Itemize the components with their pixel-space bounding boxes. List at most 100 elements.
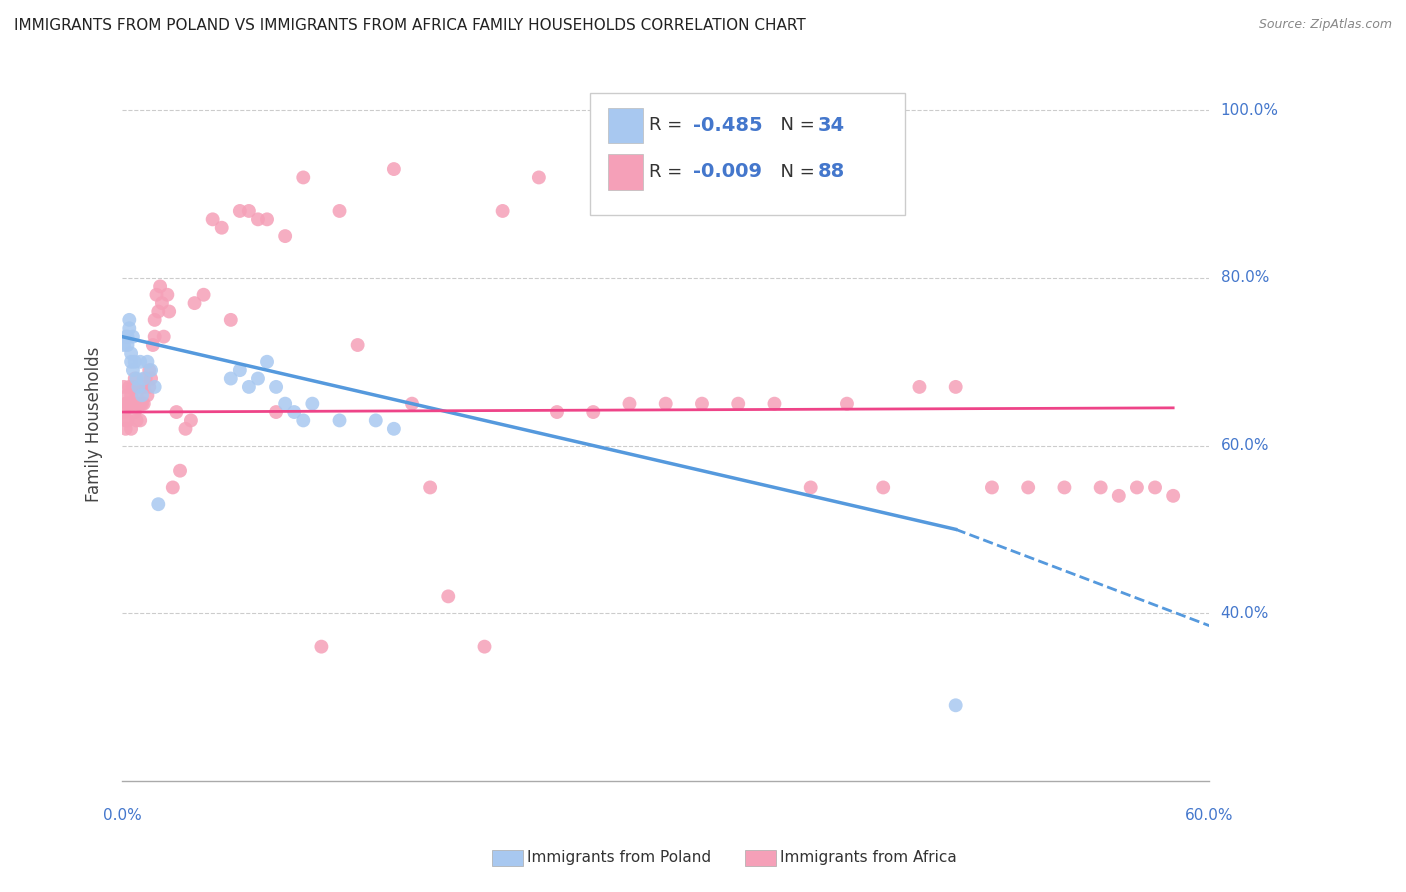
Point (139, 371, 162, 385)
Y-axis label: Family Households: Family Households (86, 347, 103, 502)
Point (346, 338, 368, 352)
Point (122, 380, 145, 394)
Point (117, 388, 139, 402)
Point (152, 329, 174, 343)
Point (117, 397, 139, 411)
Point (150, 296, 173, 310)
Text: 60.0%: 60.0% (1220, 438, 1270, 453)
Point (143, 380, 166, 394)
Point (156, 287, 179, 301)
Point (292, 170, 315, 185)
Text: -0.485: -0.485 (693, 116, 762, 135)
Point (117, 329, 139, 343)
Point (127, 380, 149, 394)
Point (311, 640, 333, 654)
Point (165, 405, 187, 419)
Text: N =: N = (769, 117, 821, 135)
Point (120, 346, 142, 360)
Point (112, 380, 135, 394)
Text: IMMIGRANTS FROM POLAND VS IMMIGRANTS FROM AFRICA FAMILY HOUSEHOLDS CORRELATION C: IMMIGRANTS FROM POLAND VS IMMIGRANTS FRO… (14, 18, 806, 33)
Point (654, 397, 676, 411)
Point (139, 363, 162, 377)
Text: 60.0%: 60.0% (1185, 808, 1233, 823)
Point (690, 397, 713, 411)
Text: Immigrants from Africa: Immigrants from Africa (780, 850, 957, 864)
Point (118, 397, 141, 411)
Point (283, 405, 305, 419)
Point (211, 220, 233, 235)
Point (132, 397, 155, 411)
Point (120, 422, 142, 436)
Point (122, 329, 145, 343)
Text: R =: R = (650, 162, 689, 181)
Point (148, 304, 170, 318)
Point (145, 287, 167, 301)
Point (174, 422, 197, 436)
Text: R =: R = (650, 117, 689, 135)
Point (120, 388, 142, 402)
Point (246, 371, 269, 385)
Point (201, 212, 224, 227)
Point (274, 229, 297, 244)
Point (727, 397, 749, 411)
Point (143, 313, 166, 327)
Point (143, 329, 166, 343)
Point (328, 203, 350, 218)
Point (619, 397, 641, 411)
Point (1090, 480, 1112, 494)
Point (120, 355, 142, 369)
Text: 34: 34 (818, 116, 845, 135)
Point (835, 397, 858, 411)
Text: 80.0%: 80.0% (1220, 270, 1268, 285)
Point (162, 480, 184, 494)
Point (229, 363, 252, 377)
Point (124, 355, 146, 369)
FancyBboxPatch shape (589, 94, 905, 214)
Point (1108, 489, 1130, 503)
Point (169, 464, 191, 478)
Point (114, 397, 136, 411)
Text: Immigrants from Poland: Immigrants from Poland (527, 850, 711, 864)
Point (125, 413, 148, 427)
Point (364, 413, 387, 427)
Point (125, 371, 148, 385)
Point (582, 405, 605, 419)
Point (117, 413, 139, 427)
Point (127, 397, 149, 411)
Point (238, 380, 260, 394)
Text: 88: 88 (818, 162, 845, 181)
Text: 40.0%: 40.0% (1220, 606, 1268, 621)
Point (127, 380, 149, 394)
Text: 100.0%: 100.0% (1220, 103, 1278, 118)
Point (264, 380, 287, 394)
Point (129, 355, 152, 369)
Point (1126, 480, 1149, 494)
Point (474, 640, 496, 654)
Point (401, 397, 423, 411)
Point (219, 313, 242, 327)
Point (945, 698, 967, 713)
Point (219, 371, 242, 385)
Point (193, 287, 215, 301)
Point (118, 321, 141, 335)
Point (112, 405, 135, 419)
Point (491, 203, 513, 218)
Point (142, 338, 165, 352)
Point (527, 170, 550, 185)
Point (382, 162, 405, 177)
Point (328, 413, 350, 427)
Point (264, 405, 287, 419)
Point (135, 371, 157, 385)
Point (183, 296, 205, 310)
Point (1053, 480, 1076, 494)
Point (800, 480, 823, 494)
Point (124, 405, 146, 419)
Point (136, 388, 159, 402)
Point (129, 413, 152, 427)
Point (246, 212, 269, 227)
Point (229, 203, 252, 218)
Point (114, 422, 136, 436)
Point (114, 413, 136, 427)
Bar (609, 108, 643, 144)
Point (908, 380, 931, 394)
